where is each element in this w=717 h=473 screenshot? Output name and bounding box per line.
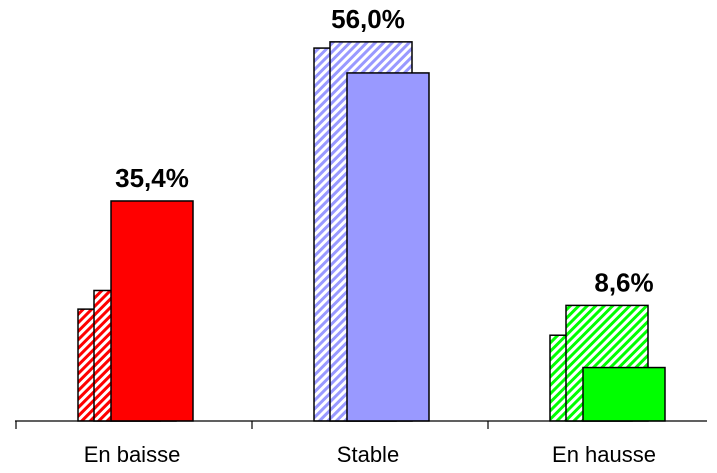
x-tick-label: Stable <box>337 442 399 467</box>
bar-en-hausse <box>582 366 666 422</box>
bar-stable <box>346 72 430 422</box>
data-label: 8,6% <box>594 267 653 297</box>
labels-layer: 35,4% En baisse 56,0% Stable 8,6% En hausse <box>84 4 656 467</box>
x-axis <box>15 420 707 429</box>
data-label: 56,0% <box>331 4 405 34</box>
bar-en-baisse <box>110 200 194 422</box>
bars-layer <box>77 41 666 422</box>
data-label: 35,4% <box>115 163 189 193</box>
x-tick-label: En baisse <box>84 442 181 467</box>
x-tick-label: En hausse <box>552 442 656 467</box>
